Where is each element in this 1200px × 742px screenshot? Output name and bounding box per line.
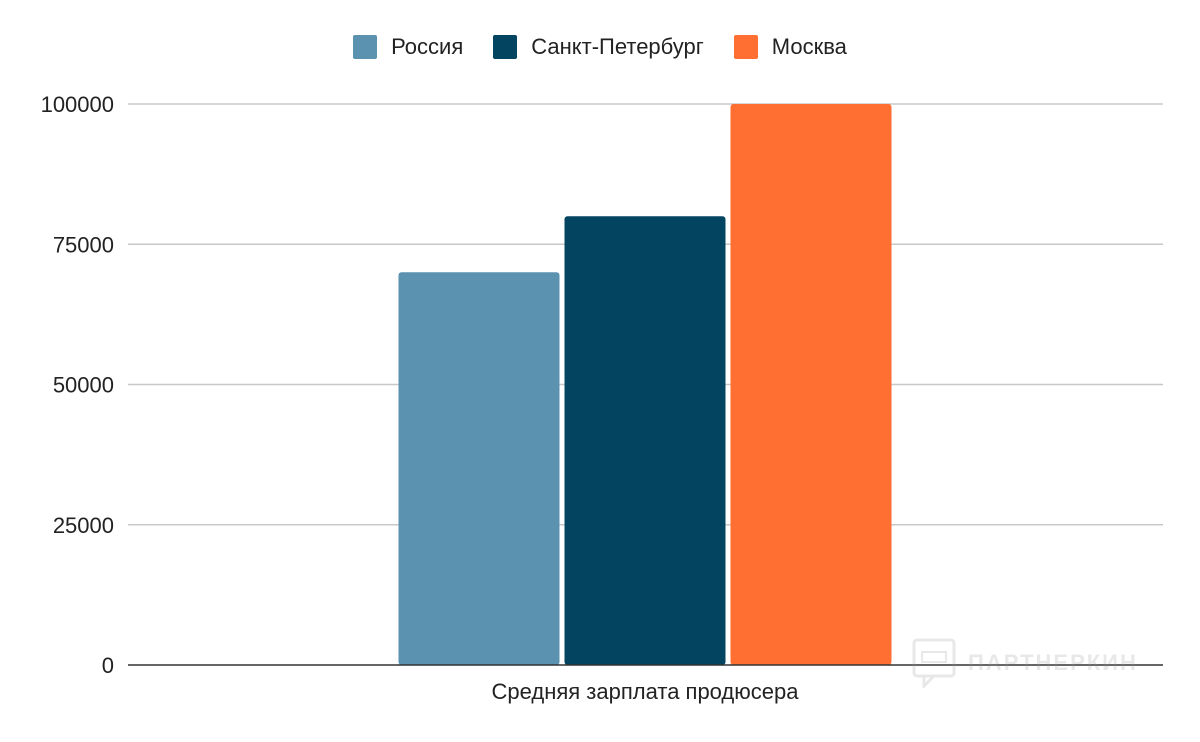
chat-bubble-icon bbox=[912, 638, 956, 688]
bar bbox=[730, 104, 892, 665]
bar bbox=[398, 272, 560, 665]
legend: Россия Санкт-Петербург Москва bbox=[0, 34, 1200, 60]
legend-item: Москва bbox=[733, 34, 847, 60]
y-tick-label: 100000 bbox=[41, 92, 114, 117]
y-tick-label: 50000 bbox=[53, 373, 114, 398]
watermark: ПАРТНЕРКИН bbox=[912, 638, 1138, 688]
legend-label: Санкт-Петербург bbox=[531, 34, 704, 59]
legend-item: Россия bbox=[353, 34, 463, 60]
y-tick-label: 0 bbox=[102, 653, 114, 678]
x-category-label: Средняя зарплата продюсера bbox=[492, 679, 800, 704]
legend-item: Санкт-Петербург bbox=[493, 34, 704, 60]
legend-swatch bbox=[733, 35, 758, 59]
legend-label: Россия bbox=[391, 34, 464, 59]
y-tick-label: 25000 bbox=[53, 513, 114, 538]
bar bbox=[564, 216, 726, 665]
watermark-text: ПАРТНЕРКИН bbox=[968, 650, 1138, 675]
legend-swatch bbox=[493, 35, 518, 59]
legend-swatch bbox=[353, 35, 378, 59]
y-tick-label: 75000 bbox=[53, 232, 114, 257]
legend-label: Москва bbox=[771, 34, 847, 59]
